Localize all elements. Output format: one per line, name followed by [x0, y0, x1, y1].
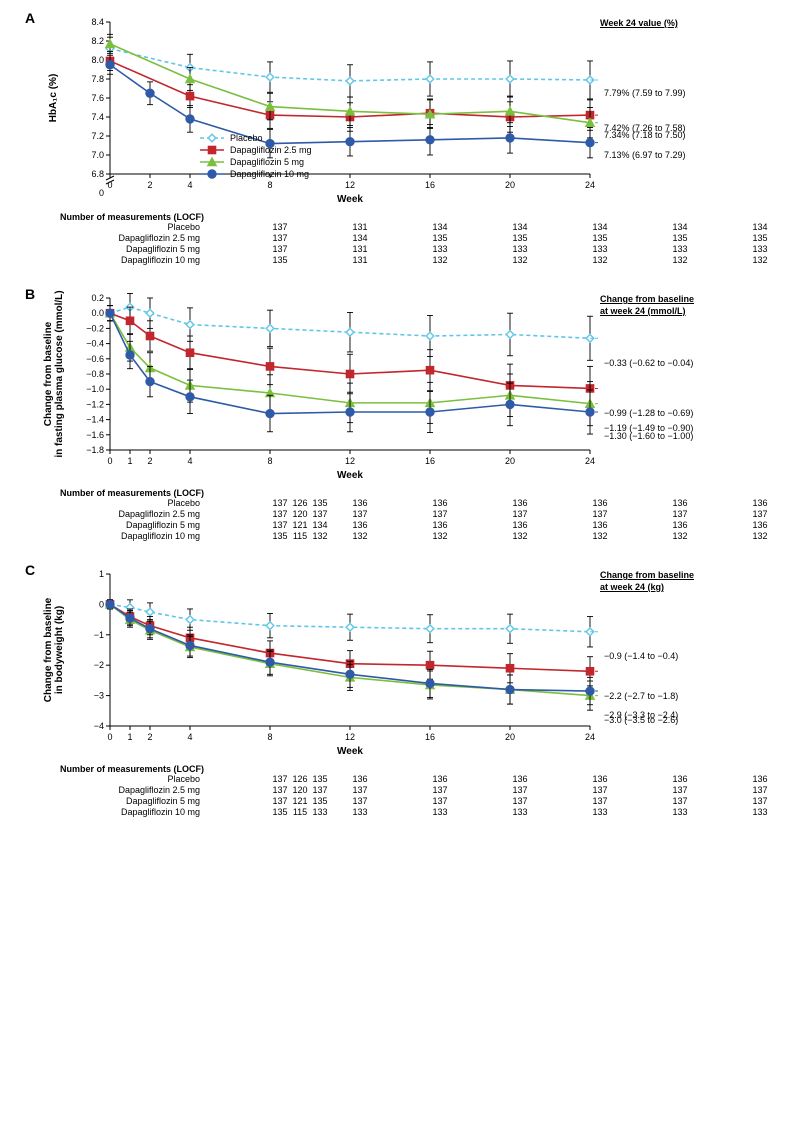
svg-text:−1.6: −1.6 [86, 430, 104, 440]
panel-label: B [25, 286, 35, 302]
svg-text:0: 0 [107, 456, 112, 466]
svg-text:−1.4: −1.4 [86, 415, 104, 425]
panel-B: B −1.8 −1.6 −1.4 −1.2 −1.0 −0.8 −0.6 −0.4 −0.2 0.0… [10, 286, 784, 542]
svg-text:20: 20 [505, 456, 515, 466]
panel-label: A [25, 10, 35, 26]
svg-text:7.6: 7.6 [91, 93, 104, 103]
panel-label: C [25, 562, 35, 578]
svg-text:−1: −1 [94, 630, 104, 640]
svg-text:0: 0 [99, 599, 104, 609]
end-labels: Change from baselineat week 24 (kg)−0.9 … [600, 562, 750, 747]
locf-table: Number of measurements (LOCF)Placebo1371… [40, 764, 784, 818]
svg-text:−1.2: −1.2 [86, 399, 104, 409]
svg-text:4: 4 [187, 180, 192, 190]
svg-text:−1.0: −1.0 [86, 384, 104, 394]
svg-text:2: 2 [147, 732, 152, 742]
panel-C: C−4−3−2−1010124812162024WeekChange from … [10, 562, 784, 818]
svg-text:−3: −3 [94, 691, 104, 701]
svg-text:20: 20 [505, 180, 515, 190]
svg-text:Week: Week [337, 194, 363, 205]
chart-B: −1.8 −1.6 −1.4 −1.2 −1.0 −0.8 −0.6 −0.4 −0.2 0.0 0… [40, 286, 600, 486]
svg-text:1: 1 [127, 456, 132, 466]
svg-text:−1.8: −1.8 [86, 445, 104, 455]
svg-text:8.0: 8.0 [91, 55, 104, 65]
svg-text:−0.2: −0.2 [86, 323, 104, 333]
chart-C: −4−3−2−1010124812162024WeekChange from b… [40, 562, 600, 762]
svg-text:16: 16 [425, 732, 435, 742]
svg-text:7.2: 7.2 [91, 131, 104, 141]
svg-text:8.4: 8.4 [91, 17, 104, 27]
svg-text:−0.8: −0.8 [86, 369, 104, 379]
svg-text:−2: −2 [94, 660, 104, 670]
svg-text:1: 1 [99, 569, 104, 579]
svg-text:Dapagliflozin 2.5 mg: Dapagliflozin 2.5 mg [230, 145, 312, 155]
panel-A: A6.87.07.27.47.67.88.08.28.4002481216202… [10, 10, 784, 266]
svg-text:16: 16 [425, 180, 435, 190]
svg-text:12: 12 [345, 732, 355, 742]
svg-text:24: 24 [585, 732, 595, 742]
svg-text:0: 0 [99, 188, 104, 198]
locf-table: Number of measurements (LOCF)Placebo1371… [40, 488, 784, 542]
svg-text:6.8: 6.8 [91, 169, 104, 179]
svg-text:16: 16 [425, 456, 435, 466]
svg-text:Dapagliflozin 5 mg: Dapagliflozin 5 mg [230, 157, 304, 167]
svg-text:−0.6: −0.6 [86, 354, 104, 364]
svg-text:12: 12 [345, 456, 355, 466]
svg-text:12: 12 [345, 180, 355, 190]
svg-text:7.8: 7.8 [91, 74, 104, 84]
svg-text:0: 0 [107, 180, 112, 190]
svg-text:Placebo: Placebo [230, 133, 263, 143]
svg-text:4: 4 [187, 732, 192, 742]
svg-text:0: 0 [107, 732, 112, 742]
svg-text:2: 2 [147, 456, 152, 466]
locf-table: Number of measurements (LOCF)Placebo1371… [40, 212, 784, 266]
svg-text:8: 8 [267, 180, 272, 190]
svg-text:2: 2 [147, 180, 152, 190]
svg-text:Dapagliflozin 10 mg: Dapagliflozin 10 mg [230, 169, 309, 179]
svg-text:HbA₁c (%): HbA₁c (%) [48, 74, 59, 123]
end-labels: Week 24 value (%)7.79% (7.59 to 7.99)7.1… [600, 10, 750, 184]
svg-text:0.0: 0.0 [91, 308, 104, 318]
svg-text:−0.4: −0.4 [86, 339, 104, 349]
svg-text:7.4: 7.4 [91, 112, 104, 122]
svg-text:24: 24 [585, 456, 595, 466]
svg-text:20: 20 [505, 732, 515, 742]
svg-text:0.2: 0.2 [91, 293, 104, 303]
end-labels: Change from baselineat week 24 (mmol/L)−… [600, 286, 750, 471]
svg-text:Week: Week [337, 746, 363, 757]
svg-text:7.0: 7.0 [91, 150, 104, 160]
svg-text:24: 24 [585, 180, 595, 190]
chart-A: 6.87.07.27.47.67.88.08.28.40024812162024… [40, 10, 600, 210]
svg-text:8: 8 [267, 732, 272, 742]
svg-text:−4: −4 [94, 721, 104, 731]
svg-text:1: 1 [127, 732, 132, 742]
svg-text:Change from baselinein fasting: Change from baselinein fasting plasma gl… [43, 290, 65, 457]
svg-text:4: 4 [187, 456, 192, 466]
svg-text:8.2: 8.2 [91, 36, 104, 46]
svg-text:Week: Week [337, 470, 363, 481]
svg-text:8: 8 [267, 456, 272, 466]
svg-text:Change from baselinein bodywei: Change from baselinein bodyweight (kg) [43, 597, 65, 702]
